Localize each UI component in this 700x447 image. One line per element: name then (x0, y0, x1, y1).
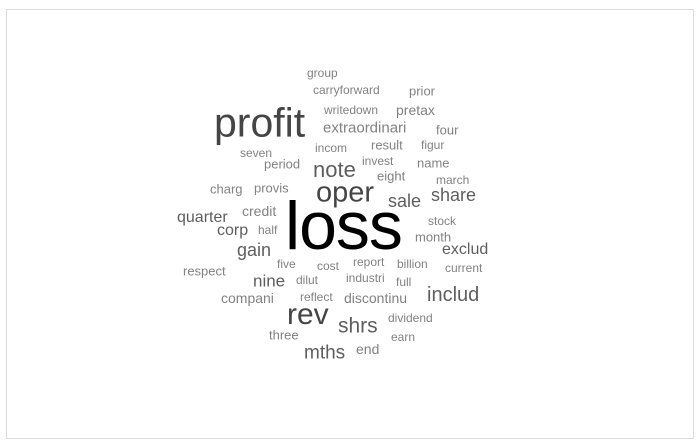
word-figur: figur (421, 138, 445, 152)
word-respect: respect (183, 263, 226, 279)
word-writedown: writedown (324, 103, 379, 117)
word-result: result (371, 137, 403, 153)
word-nine: nine (253, 271, 286, 291)
word-credit: credit (242, 203, 277, 219)
word-discontinu: discontinu (344, 290, 408, 306)
word-shrs: shrs (338, 314, 378, 338)
word-pretax: pretax (396, 102, 435, 118)
word-industri: industri (346, 271, 385, 285)
word-sale: sale (388, 191, 422, 211)
word-billion: billion (397, 257, 428, 271)
word-loss: loss (285, 188, 403, 264)
word-stock: stock (428, 214, 457, 228)
word-cloud-frame (6, 9, 694, 439)
word-carryforward: carryforward (313, 83, 380, 97)
word-prior: prior (409, 83, 436, 99)
word-month: month (415, 229, 452, 245)
word-profit: profit (214, 99, 306, 146)
word-note: note (313, 157, 356, 182)
word-compani: compani (221, 290, 274, 306)
word-provis: provis (254, 180, 289, 196)
word-report: report (353, 255, 385, 269)
word-invest: invest (362, 154, 394, 168)
word-march: march (436, 173, 470, 187)
word-rev: rev (287, 298, 329, 331)
word-full: full (396, 275, 412, 289)
word-oper: oper (316, 176, 375, 209)
word-dilut: dilut (296, 273, 319, 287)
word-extraordinari: extraordinari (323, 119, 407, 137)
word-reflect: reflect (300, 290, 333, 304)
word-end: end (356, 341, 380, 357)
word-gain: gain (237, 240, 272, 260)
word-dividend: dividend (388, 311, 433, 325)
word-charg: charg (210, 181, 243, 197)
word-period: period (264, 156, 301, 172)
word-quarter: quarter (177, 209, 228, 226)
word-mths: mths (304, 342, 346, 364)
word-seven: seven (240, 146, 273, 160)
word-name: name (417, 155, 450, 171)
word-corp: corp (217, 222, 249, 239)
word-current: current (445, 261, 483, 275)
word-share: share (431, 185, 477, 205)
word-five: five (277, 257, 296, 271)
word-exclud: exclud (442, 241, 489, 258)
word-incom: incom (315, 141, 348, 155)
word-eight: eight (377, 168, 406, 184)
word-group: group (307, 66, 338, 80)
word-includ: includ (427, 284, 480, 306)
word-earn: earn (391, 330, 416, 344)
word-four: four (436, 122, 459, 138)
word-cost: cost (317, 259, 340, 273)
word-three: three (269, 327, 299, 343)
word-half: half (258, 223, 278, 237)
